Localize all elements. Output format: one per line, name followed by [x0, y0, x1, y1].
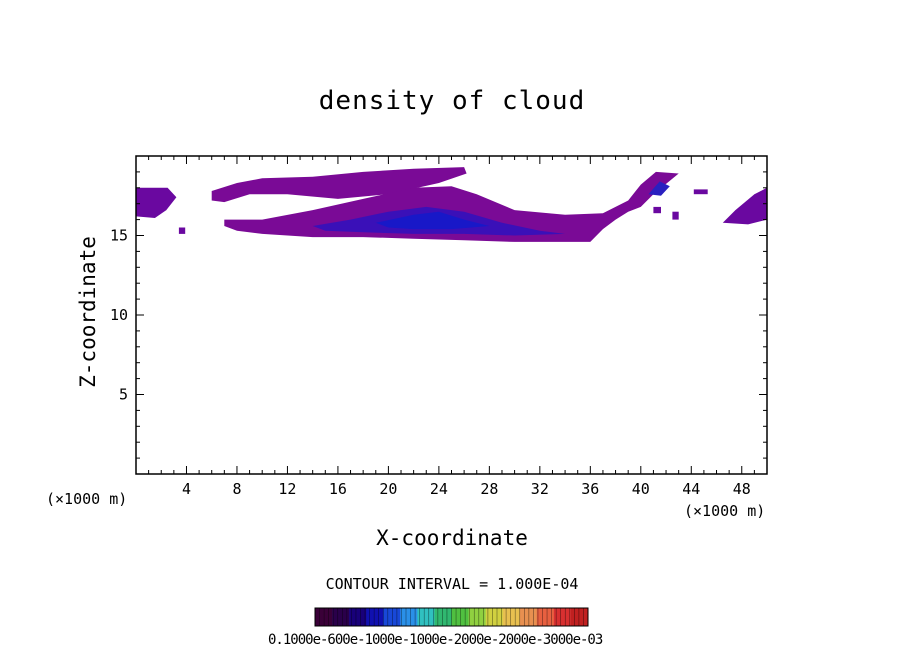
colorbar-swatch — [400, 608, 418, 626]
colorbar — [314, 607, 589, 627]
colorbar-swatch — [485, 608, 503, 626]
cloud-region-left-edge-patch — [136, 187, 177, 218]
x-tick-label: 36 — [581, 480, 599, 498]
cloud-region-right-lobe-core — [648, 181, 670, 196]
x-tick-label: 4 — [182, 480, 191, 498]
colorbar-swatch — [451, 608, 469, 626]
x-tick-label: 20 — [379, 480, 397, 498]
contour-interval-label: CONTOUR INTERVAL = 1.000E-04 — [325, 575, 579, 593]
colorbar-swatch — [315, 608, 333, 626]
colorbar-swatch — [332, 608, 350, 626]
x-tick-label: 48 — [733, 480, 751, 498]
colorbar-labels: 0.1000e-600e-1000e-1000e-2000e-2000e-300… — [268, 632, 603, 648]
x-tick-label: 8 — [232, 480, 241, 498]
cloud-region-main-upper-band — [211, 167, 467, 203]
cloud-region-small-blob-2 — [693, 189, 708, 195]
cloud-region-small-blob-1 — [178, 227, 186, 234]
cloud-contours — [136, 167, 767, 242]
x-tick-label: 28 — [480, 480, 498, 498]
x-tick-label: 24 — [430, 480, 448, 498]
colorbar-swatch — [434, 608, 452, 626]
colorbar-swatch — [570, 608, 589, 626]
colorbar-swatch — [519, 608, 538, 626]
colorbar-swatch — [536, 608, 555, 626]
y-tick-label: 5 — [119, 386, 128, 404]
colorbar-swatch — [553, 608, 572, 626]
x-unit-label-left: (×1000 m) — [46, 490, 128, 508]
chart-title: density of cloud — [318, 86, 586, 116]
cloud-region-core-densest — [375, 211, 490, 230]
colorbar-swatch — [366, 608, 384, 626]
x-tick-label: 16 — [329, 480, 347, 498]
cloud-region-small-blob-3 — [672, 211, 679, 220]
x-tick-label: 40 — [632, 480, 650, 498]
colorbar-swatch — [417, 608, 435, 626]
colorbar-swatch — [349, 608, 367, 626]
cloud-region-right-edge-patch — [722, 187, 767, 225]
cloud-region-small-blob-4 — [653, 206, 661, 214]
y-tick-label: 10 — [110, 306, 128, 324]
y-tick-label: 15 — [110, 227, 128, 245]
x-unit-label-right: (×1000 m) — [684, 502, 766, 520]
colorbar-swatch — [383, 608, 401, 626]
x-tick-label: 32 — [531, 480, 549, 498]
colorbar-frame — [314, 607, 589, 627]
x-tick-label: 44 — [682, 480, 700, 498]
x-tick-label: 12 — [278, 480, 296, 498]
x-axis-label: X-coordinate — [376, 526, 528, 550]
colorbar-swatch — [502, 608, 521, 626]
colorbar-swatch — [468, 608, 486, 626]
